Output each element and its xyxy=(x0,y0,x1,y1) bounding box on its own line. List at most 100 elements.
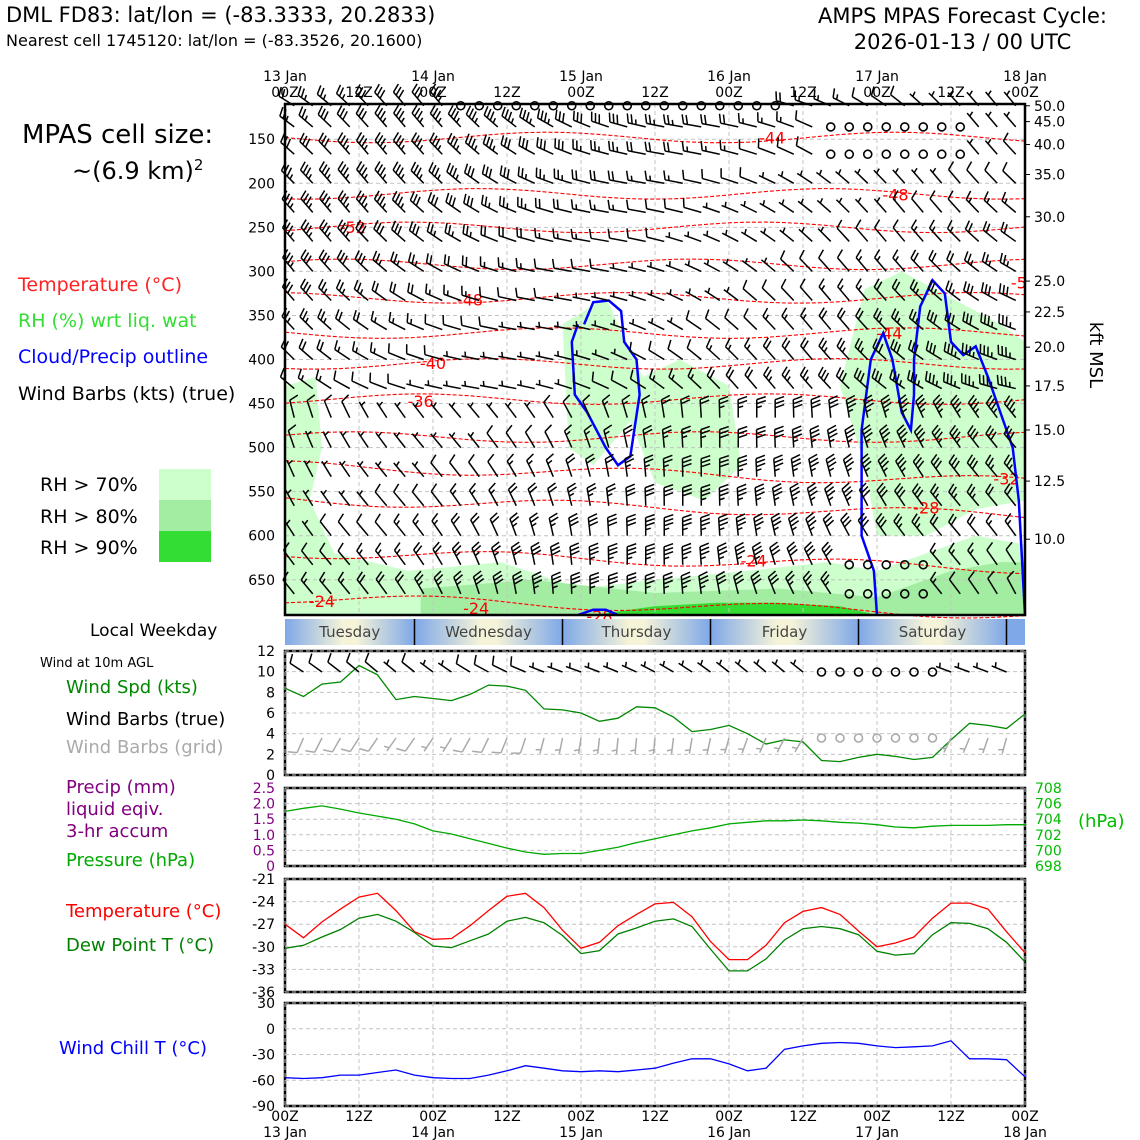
barb-flag xyxy=(792,433,803,439)
barb-half-flag xyxy=(286,317,291,323)
wind-barb xyxy=(984,138,998,155)
barb-flag xyxy=(828,395,838,401)
barb-flag xyxy=(836,307,844,317)
kft-tick-label: 35.0 xyxy=(1034,167,1065,183)
barb-shaft xyxy=(666,292,684,302)
barb-flag xyxy=(700,454,711,460)
barb-shaft xyxy=(739,148,757,155)
wind-barb xyxy=(836,219,850,242)
wind-barb xyxy=(334,340,351,361)
barb-flag xyxy=(488,482,496,491)
barb-flag xyxy=(364,652,370,662)
wind-barb xyxy=(568,512,579,536)
barb-flag xyxy=(339,108,346,118)
legend-rh: RH (%) wrt liq. wat xyxy=(18,310,197,332)
weekday-label: Tuesday xyxy=(318,623,380,641)
barb-flag xyxy=(736,549,746,556)
weekday-label: Friday xyxy=(762,623,808,641)
wind-barb xyxy=(423,345,443,361)
barb-flag xyxy=(648,114,652,125)
barb-flag xyxy=(839,310,846,320)
barb-shaft xyxy=(517,383,535,390)
barb-flag xyxy=(409,191,415,201)
barb-flag xyxy=(792,461,802,468)
pressure-tick-label: 708 xyxy=(1035,781,1062,797)
barb-shaft xyxy=(750,576,758,595)
barb-shaft xyxy=(591,120,609,128)
barb-half-flag xyxy=(901,467,906,472)
barb-half-flag xyxy=(378,401,384,407)
wind-barb xyxy=(948,513,961,537)
barb-shaft xyxy=(455,663,471,673)
barb-flag xyxy=(719,140,722,150)
barb-flag xyxy=(682,546,692,552)
barb-shaft xyxy=(429,140,443,155)
barb-flag xyxy=(377,135,384,144)
wind-barb xyxy=(735,513,747,536)
barb-shaft xyxy=(927,288,943,302)
barb-shaft xyxy=(845,399,850,418)
wind-barb xyxy=(316,339,332,361)
barb-flag xyxy=(397,167,404,177)
wind-barb xyxy=(985,111,998,128)
wind-barb xyxy=(929,190,943,213)
calm-wind-circle xyxy=(936,149,947,160)
barb-flag xyxy=(860,453,869,461)
barb-flag xyxy=(580,113,583,124)
barb-half-flag xyxy=(781,199,785,205)
wind-barb xyxy=(911,167,924,184)
barb-shaft xyxy=(449,462,462,478)
barb-flag xyxy=(398,138,405,148)
barb-shaft xyxy=(411,433,425,449)
barb-flag xyxy=(644,483,655,489)
wind-barb xyxy=(323,394,333,418)
barb-half-flag xyxy=(303,578,308,584)
barb-shaft xyxy=(1003,112,1017,128)
barb-half-flag xyxy=(801,226,805,233)
wind-barb xyxy=(523,401,536,419)
barb-shaft xyxy=(428,170,443,184)
wind-barb xyxy=(642,424,653,448)
barb-half-flag xyxy=(326,202,331,209)
barb-shaft xyxy=(447,141,462,155)
wind-barbs-true-label: Wind Barbs (true) xyxy=(66,709,226,730)
barb-half-flag xyxy=(433,230,437,237)
wind-barb xyxy=(433,570,444,595)
bottom-hour-label: 12Z xyxy=(641,1109,668,1125)
barb-half-flag xyxy=(288,459,293,465)
barb-flag xyxy=(792,429,802,435)
wind-barb xyxy=(373,190,388,213)
barb-half-flag xyxy=(940,747,946,750)
barb-shaft xyxy=(516,355,535,361)
barb-flag xyxy=(434,545,442,554)
wind-barb xyxy=(442,315,461,331)
barb-shaft xyxy=(424,353,443,361)
barb-flag xyxy=(873,249,881,259)
barb-shaft xyxy=(961,381,979,390)
barb-flag xyxy=(320,281,327,291)
barb-shaft xyxy=(809,429,813,448)
barb-flag xyxy=(453,110,460,120)
barb-flag xyxy=(395,164,402,174)
barb-flag xyxy=(844,457,853,465)
barb-shaft xyxy=(356,491,369,507)
barb-shaft xyxy=(943,737,952,753)
barb-flag xyxy=(337,571,344,581)
barb-shaft xyxy=(624,458,628,477)
barb-half-flag xyxy=(774,659,778,665)
wind-barb xyxy=(430,454,443,478)
barb-half-flag xyxy=(667,175,670,181)
barb-shaft xyxy=(318,257,332,272)
wind-barb xyxy=(591,349,610,361)
barb-shaft xyxy=(800,315,813,331)
barb-flag xyxy=(842,515,850,524)
barb-flag xyxy=(662,141,666,152)
barb-half-flag xyxy=(642,400,648,405)
barb-flag xyxy=(874,370,880,381)
barb-flag xyxy=(980,282,985,292)
barb-shaft xyxy=(372,259,388,272)
barb-half-flag xyxy=(773,747,780,750)
wind-barb xyxy=(948,454,961,478)
wind-barb xyxy=(815,169,832,184)
barb-flag xyxy=(608,580,618,585)
